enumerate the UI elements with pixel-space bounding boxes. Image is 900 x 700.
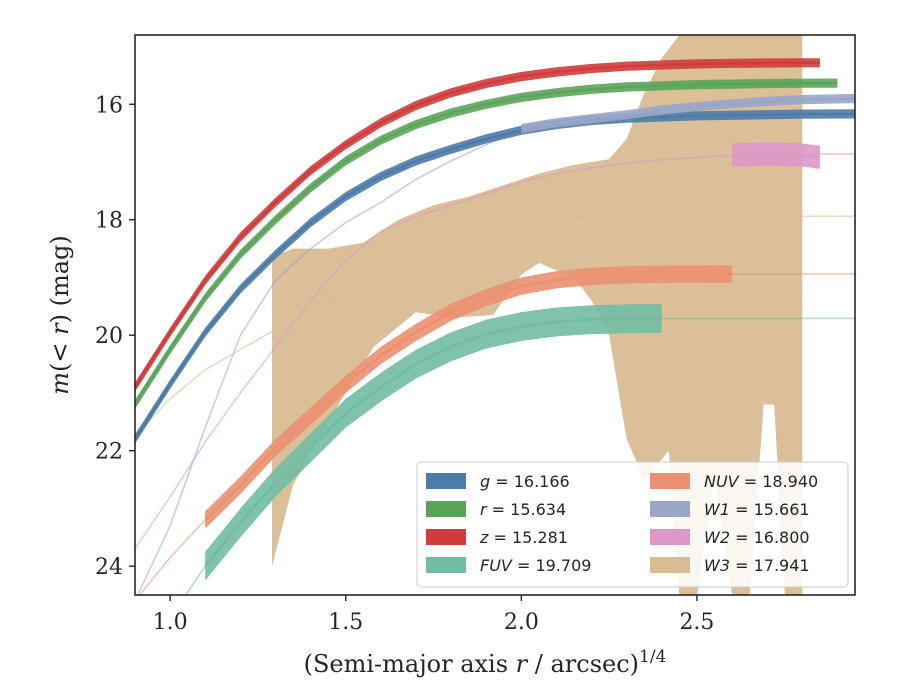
series-6-band xyxy=(732,142,820,169)
legend-entry-label: W1 = 15.661 xyxy=(704,500,810,519)
series-4-line xyxy=(204,272,733,521)
series-w3-uncertainty-area xyxy=(272,35,803,595)
legend-entry-label: W2 = 16.800 xyxy=(704,528,810,547)
y-tick-label: 22 xyxy=(95,440,123,465)
series-5-band xyxy=(521,93,855,134)
y-tick-label: 16 xyxy=(95,93,123,118)
legend-swatch xyxy=(650,473,690,489)
legend-swatch xyxy=(650,501,690,517)
x-tick-label: 2.0 xyxy=(504,610,539,635)
legend-swatch xyxy=(426,529,466,545)
y-tick-label: 24 xyxy=(95,555,123,580)
legend-entry-label: FUV = 19.709 xyxy=(480,556,591,575)
series-5-faint-line xyxy=(136,127,522,595)
legend-entry-label: NUV = 18.940 xyxy=(704,472,818,491)
series-2-line xyxy=(135,61,820,388)
x-axis: 1.0 1.5 2.0 2.5 xyxy=(153,595,714,635)
series-4-faint-line xyxy=(138,519,206,595)
legend-box xyxy=(416,461,849,588)
y-axis: 16 18 20 22 24 xyxy=(95,93,135,580)
x-tick-label: 1.5 xyxy=(328,610,363,635)
legend-swatch xyxy=(426,473,466,489)
series-6-faint-line xyxy=(135,154,733,550)
y-axis-title: m(< r) (mag) xyxy=(46,235,74,395)
plot-frame xyxy=(134,34,856,596)
legend-swatch xyxy=(426,501,466,517)
series-3-line xyxy=(204,317,662,567)
series-1-line xyxy=(135,81,838,406)
legend-swatch xyxy=(650,529,690,545)
legend-entry-label: r = 15.634 xyxy=(480,500,566,519)
series-5-line xyxy=(521,97,855,130)
y-tick-label: 20 xyxy=(95,324,123,349)
legend-swatch xyxy=(426,557,466,573)
plot-area xyxy=(135,35,855,595)
series-3-band xyxy=(205,304,662,581)
series-3-faint-line xyxy=(184,565,206,595)
series-6-line xyxy=(732,152,821,159)
x-tick-label: 2.5 xyxy=(679,610,714,635)
x-tick-label: 1.0 xyxy=(153,610,188,635)
y-tick-label: 18 xyxy=(95,209,123,234)
series-7-faint-line xyxy=(135,215,855,437)
x-axis-title: (Semi-major axis r / arcsec)1/4 xyxy=(304,647,667,678)
legend-entry-label: g = 16.166 xyxy=(480,472,570,491)
legend-swatch xyxy=(650,557,690,573)
legend: g = 16.166 r = 15.634 z = 15.281 FUV = 19.7… xyxy=(416,461,849,588)
series-0-line xyxy=(135,112,855,440)
legend-entry-label: W3 = 17.941 xyxy=(704,556,810,575)
legend-entry-label: z = 15.281 xyxy=(479,528,568,547)
